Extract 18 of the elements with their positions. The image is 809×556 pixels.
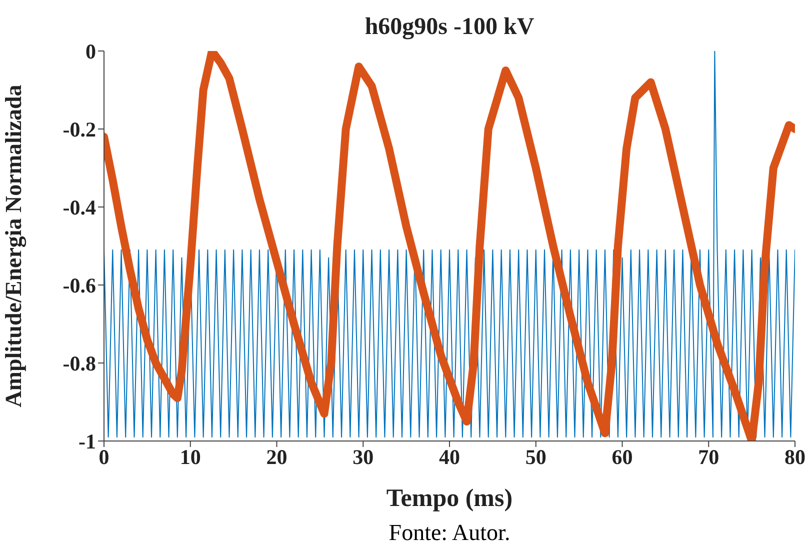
x-tick-label: 80 (784, 444, 806, 469)
x-tick-label: 40 (439, 444, 460, 469)
y-tick-label: -0.4 (62, 195, 96, 220)
y-tick-label: -0.6 (62, 273, 96, 298)
y-tick-label: -0.2 (62, 117, 96, 142)
y-tick-label: -0.8 (62, 351, 96, 376)
source-note: Fonte: Autor. (388, 520, 512, 546)
x-tick-label: 10 (180, 444, 201, 469)
x-tick-label: 50 (525, 444, 546, 469)
x-tick-label: 30 (352, 444, 374, 469)
chart-title: h60g90s -100 kV (364, 14, 536, 41)
x-tick-label: 20 (266, 444, 288, 469)
y-tick-label: 0 (86, 39, 96, 64)
x-tick-label: 70 (698, 444, 720, 469)
y-axis-title: Amplitude/Energia Normalizada (1, 84, 27, 408)
x-axis-title: Tempo (ms) (385, 485, 514, 513)
x-tick-label: 60 (612, 444, 633, 469)
y-tick-label: -1 (78, 429, 96, 454)
